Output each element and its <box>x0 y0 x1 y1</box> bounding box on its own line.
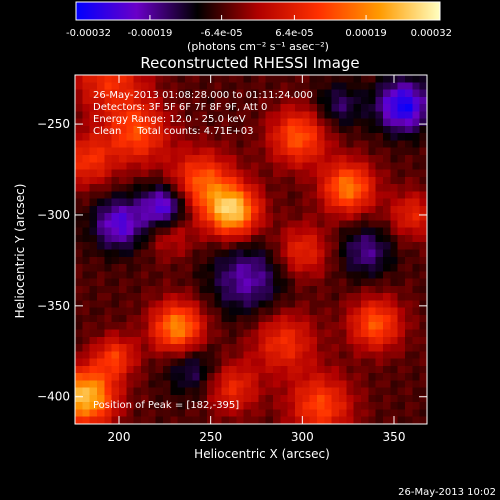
x-tick-label: 350 <box>383 430 406 444</box>
annotation-time-range: 26-May-2013 01:08:28.000 to 01:11:24.000 <box>93 90 313 101</box>
x-tick-label: 200 <box>108 430 131 444</box>
y-tick-label: −400 <box>37 390 70 404</box>
annotation-energy-range: Energy Range: 12.0 - 25.0 keV <box>93 114 246 125</box>
axis-ticks: 200 250 300 350 −250 −300 −350 −400 <box>37 75 427 444</box>
footer-timestamp: 26-May-2013 10:02 <box>398 487 496 498</box>
plot-frame <box>74 74 428 425</box>
colorbar: -0.00032 -0.00019 -6.4e-05 6.4e-05 0.00019 0.… <box>66 1 452 53</box>
colorbar-tick-label: 6.4e-05 <box>275 28 313 39</box>
y-tick-label: −350 <box>37 299 70 313</box>
colorbar-tick-label: -0.00032 <box>66 28 111 39</box>
annotation-clean-counts: Clean Total counts: 4.71E+03 <box>93 126 253 137</box>
y-tick-label: −300 <box>37 208 70 222</box>
colorbar-tick-label: 0.00019 <box>345 28 386 39</box>
plot-area: 200 250 300 350 −250 −300 −350 −400 26-May-2013… <box>37 74 428 444</box>
colorbar-tick-label: 0.00032 <box>411 28 452 39</box>
y-tick-label: −250 <box>37 117 70 131</box>
chart-title: Reconstructed RHESSI Image <box>140 54 359 72</box>
x-axis-label: Heliocentric X (arcsec) <box>194 447 330 461</box>
annotation-detectors: Detectors: 3F 5F 6F 7F 8F 9F, Att 0 <box>93 102 267 113</box>
colorbar-gradient <box>76 2 440 20</box>
annotation-peak-position: Position of Peak = [182,-395] <box>93 400 239 411</box>
colorbar-ticks: -0.00032 -0.00019 -6.4e-05 6.4e-05 0.00019 0.… <box>66 15 452 39</box>
heatmap-image <box>75 75 427 424</box>
colorbar-frame <box>75 1 441 21</box>
colorbar-tick-label: -6.4e-05 <box>201 28 243 39</box>
x-tick-label: 300 <box>291 430 314 444</box>
x-tick-label: 250 <box>199 430 222 444</box>
y-axis-label: Heliocentric Y (arcsec) <box>13 184 27 319</box>
colorbar-tick-label: -0.00019 <box>127 28 172 39</box>
colorbar-unit-label: (photons cm⁻² s⁻¹ asec⁻²) <box>187 40 329 53</box>
